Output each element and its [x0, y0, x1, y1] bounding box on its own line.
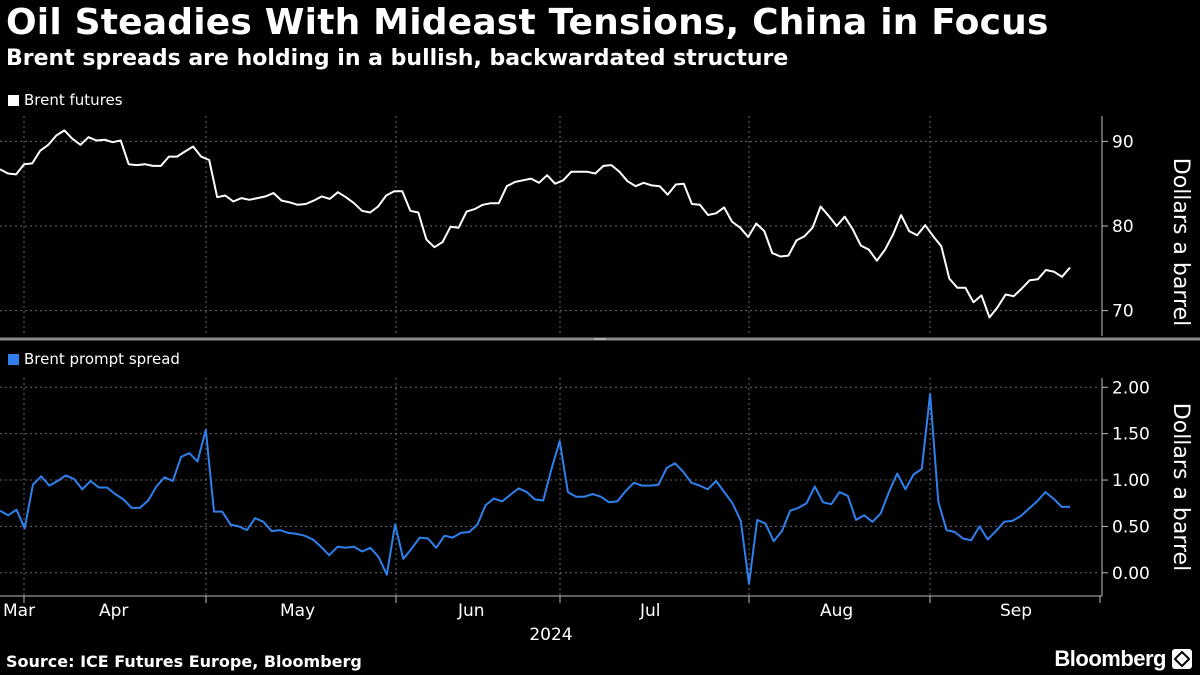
legend-swatch-white: [8, 94, 19, 106]
y-tick-label: 70: [1112, 302, 1134, 322]
x-tick-label: May: [280, 601, 315, 621]
y-tick-label: 80: [1112, 217, 1134, 237]
x-axis: Mar Apr May Jun Jul Aug Sep: [0, 595, 1102, 621]
x-tick-label: Apr: [99, 601, 128, 621]
bloomberg-terminal-icon: [1172, 649, 1192, 669]
x-tick-label: Aug: [820, 601, 853, 621]
source-note: Source: ICE Futures Europe, Bloomberg: [6, 652, 362, 671]
chart-title: Oil Steadies With Mideast Tensions, Chin…: [6, 2, 1049, 43]
legend-brent-futures: Brent futures: [8, 91, 123, 109]
legend-label-spread: Brent prompt spread: [24, 350, 180, 368]
x-tick-label: Jun: [457, 601, 485, 621]
bottom-panel-grid: [0, 378, 1100, 596]
y-tick-label: 90: [1112, 132, 1134, 152]
top-panel-y-axis: 70 80 90: [1101, 116, 1134, 336]
y-axis-label-top: Dollars a barrel: [1168, 158, 1193, 326]
y-tick-label: 0.50: [1112, 517, 1150, 537]
bloomberg-logo: Bloomberg: [1054, 646, 1192, 672]
series-line-brent-futures: [0, 129, 1071, 319]
x-tick-label: Mar: [3, 601, 35, 621]
x-axis-year-label: 2024: [529, 625, 572, 645]
y-tick-label: 0.00: [1112, 564, 1150, 584]
x-tick-label: Sep: [1000, 601, 1032, 621]
chart-subtitle: Brent spreads are holding in a bullish, …: [6, 46, 789, 71]
bottom-panel-y-axis: 0.00 0.50 1.00 1.50 2.00: [1101, 378, 1150, 596]
y-tick-label: 1.00: [1112, 471, 1150, 491]
y-tick-label: 1.50: [1112, 425, 1150, 445]
legend-swatch-blue: [8, 353, 19, 365]
y-tick-label: 2.00: [1112, 378, 1150, 398]
y-axis-label-bottom: Dollars a barrel: [1168, 403, 1193, 571]
x-tick-label: Jul: [639, 601, 661, 621]
legend-label-futures: Brent futures: [24, 91, 123, 109]
top-panel-grid: [0, 116, 1100, 336]
brand-wordmark: Bloomberg: [1054, 646, 1166, 671]
legend-brent-prompt-spread: Brent prompt spread: [8, 350, 180, 368]
series-line-brent-prompt-spread: [0, 392, 1070, 585]
